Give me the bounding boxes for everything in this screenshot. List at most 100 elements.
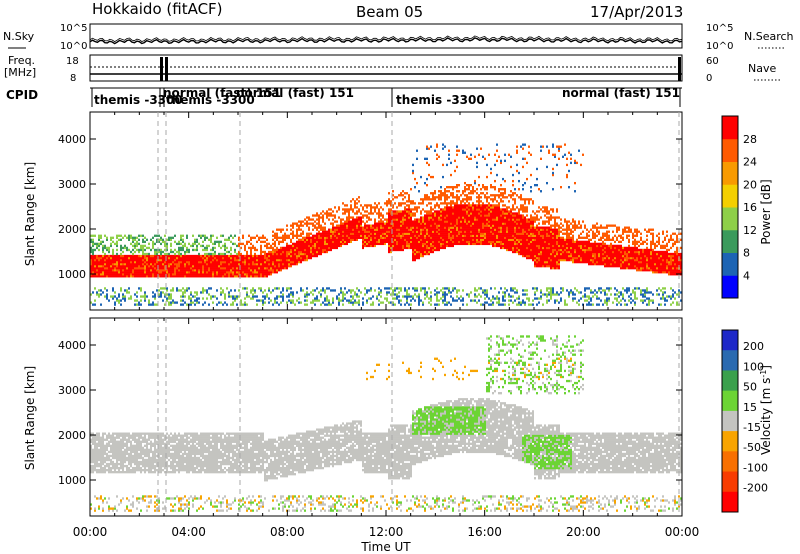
power-cell <box>316 252 318 256</box>
power-cell <box>472 210 474 213</box>
power-cell <box>264 271 266 274</box>
power-cell <box>262 271 264 274</box>
power-cell <box>450 218 452 221</box>
date-title: 17/Apr/2013 <box>590 3 683 21</box>
power-cell <box>398 287 400 290</box>
power-cell <box>332 232 334 235</box>
power-cell <box>460 200 462 203</box>
power-cell <box>478 218 480 221</box>
power-cell <box>226 267 228 270</box>
power-cell <box>426 295 428 298</box>
power-cell <box>464 202 466 205</box>
power-cell <box>234 295 236 298</box>
power-cell <box>468 186 470 189</box>
power-cell <box>348 238 350 241</box>
power-cell <box>446 224 448 227</box>
power-cell <box>334 214 336 217</box>
freq-spike-1 <box>160 57 163 81</box>
power-cell <box>472 236 474 239</box>
power-cell <box>490 226 492 229</box>
power-cell <box>358 216 360 219</box>
power-cell <box>320 236 322 239</box>
power-cell <box>464 232 466 235</box>
power-cell <box>156 240 158 244</box>
power-cell <box>460 226 462 229</box>
power-cell <box>462 289 464 292</box>
power-cell <box>426 218 428 221</box>
power-cell <box>434 198 436 201</box>
power-cell <box>234 260 236 264</box>
power-cell <box>526 198 528 201</box>
power-cell <box>206 246 208 250</box>
power-cell <box>238 275 240 278</box>
power-cell <box>342 236 344 239</box>
power-cell <box>230 248 232 252</box>
power-cell <box>442 226 444 229</box>
power-cell <box>218 244 220 248</box>
power-cell <box>192 234 194 237</box>
power-cell <box>474 208 476 211</box>
power-cell <box>290 252 292 256</box>
power-cell <box>480 208 482 211</box>
power-cell <box>178 265 180 268</box>
power-cell <box>470 240 472 244</box>
power-cell <box>256 248 258 252</box>
power-cell <box>328 208 330 211</box>
power-cell <box>526 224 528 227</box>
power-cell <box>510 194 512 197</box>
power-cell <box>242 265 244 268</box>
power-cell <box>444 230 446 233</box>
power-cell <box>388 291 390 294</box>
power-cell <box>430 228 432 231</box>
power-cell <box>266 242 268 246</box>
power-cell <box>532 202 534 205</box>
power-cell <box>280 301 282 304</box>
power-cell <box>396 248 398 252</box>
power-cell <box>304 244 306 248</box>
power-cell <box>236 256 238 260</box>
power-cell <box>402 236 404 239</box>
power-cell <box>242 256 244 260</box>
power-cell <box>196 248 198 252</box>
power-cell <box>492 238 494 241</box>
power-cell <box>166 269 168 272</box>
power-cell <box>356 218 358 221</box>
power-cell <box>502 216 504 219</box>
power-cell <box>330 228 332 231</box>
power-cell <box>120 287 122 290</box>
power-cell <box>364 226 366 229</box>
power-cell <box>510 289 512 292</box>
power-cell <box>454 234 456 237</box>
power-cell <box>324 240 326 244</box>
power-cell <box>192 269 194 272</box>
power-cell <box>386 232 388 235</box>
power-cell <box>276 260 278 264</box>
power-cell <box>102 291 104 294</box>
power-cell <box>136 265 138 268</box>
power-cell <box>278 250 280 254</box>
power-cell <box>134 303 136 306</box>
power-cell <box>470 226 472 229</box>
power-cell <box>516 218 518 221</box>
power-cell <box>506 244 508 248</box>
power-cell <box>456 210 458 213</box>
power-cell <box>244 246 246 250</box>
power-cell <box>268 289 270 292</box>
power-cell <box>216 303 218 306</box>
power-cell <box>234 242 236 246</box>
power-cell <box>232 254 234 258</box>
power-cell <box>260 248 262 252</box>
power-cell <box>120 271 122 274</box>
power-cell <box>454 210 456 213</box>
power-cell <box>480 218 482 221</box>
power-cell <box>334 238 336 241</box>
power-cell <box>404 208 406 211</box>
power-cell <box>290 224 292 227</box>
power-cell <box>300 222 302 225</box>
power-cell <box>534 297 536 300</box>
power-cell <box>294 260 296 264</box>
power-cell <box>506 212 508 215</box>
power-cell <box>218 275 220 278</box>
power-cell <box>458 206 460 209</box>
power-cell <box>322 220 324 223</box>
